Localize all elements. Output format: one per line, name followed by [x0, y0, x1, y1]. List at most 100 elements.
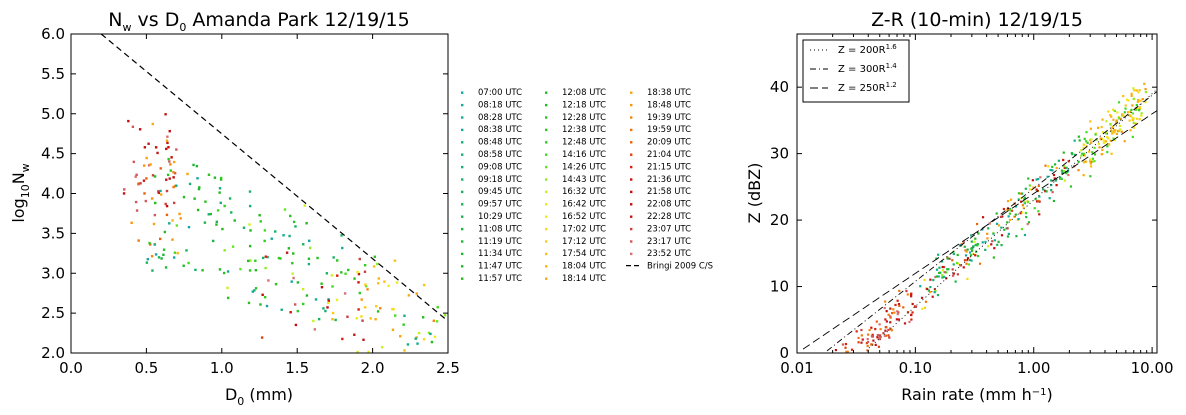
data-point [320, 282, 323, 285]
data-point [911, 311, 914, 314]
data-point [145, 261, 149, 264]
data-point [248, 204, 252, 208]
data-point [884, 329, 887, 332]
data-point [353, 333, 356, 336]
data-point [233, 219, 236, 222]
data-point [910, 295, 913, 298]
data-point [1124, 107, 1127, 110]
data-point [1034, 198, 1037, 201]
data-point [1105, 120, 1108, 123]
data-point [878, 334, 882, 337]
data-point [879, 328, 882, 331]
data-point [435, 320, 439, 323]
data-point [948, 257, 951, 260]
data-point [429, 332, 432, 336]
data-point [162, 253, 165, 257]
data-point [219, 178, 223, 181]
legend-marker [545, 103, 548, 107]
data-point [1000, 234, 1004, 237]
data-point [1077, 135, 1080, 138]
data-point [1013, 215, 1016, 218]
data-point [1009, 198, 1013, 201]
data-point [1090, 160, 1093, 163]
data-point [942, 275, 946, 278]
data-point [226, 296, 230, 300]
data-point [1119, 117, 1122, 121]
data-point [1046, 175, 1049, 178]
y-tick-label: 2.5 [41, 304, 65, 322]
data-point [987, 227, 990, 230]
data-point [195, 164, 199, 168]
data-point [157, 190, 160, 193]
data-point [326, 306, 329, 309]
data-point [267, 279, 270, 282]
data-point [131, 125, 135, 128]
data-point [1065, 172, 1068, 175]
legend-marker [630, 103, 633, 107]
zr-reference-line [826, 91, 1158, 352]
data-point [374, 318, 377, 321]
data-point [145, 156, 148, 160]
data-point [264, 266, 267, 270]
data-point [1117, 101, 1121, 104]
data-point [383, 280, 386, 283]
data-point [1135, 89, 1138, 92]
data-point [990, 243, 993, 246]
y-tick-label: 40 [770, 78, 789, 96]
data-point [938, 271, 941, 275]
data-point [226, 270, 230, 273]
data-point [928, 291, 932, 294]
data-point [1006, 235, 1010, 238]
data-point [341, 246, 344, 250]
data-point [1069, 185, 1073, 188]
data-point [1086, 141, 1089, 144]
data-point [292, 252, 295, 255]
legend-label: 12:18 UTC [562, 100, 606, 110]
data-point [142, 179, 146, 182]
data-point [331, 285, 334, 288]
data-point [336, 274, 339, 277]
data-point [168, 222, 171, 225]
legend-label: 16:32 UTC [562, 187, 606, 197]
data-point [266, 255, 269, 259]
legend-label: 17:54 UTC [562, 249, 606, 259]
data-point [885, 310, 888, 313]
data-point [973, 240, 976, 243]
data-point [263, 295, 267, 299]
legend-label: 22:28 UTC [647, 212, 691, 222]
data-point [970, 247, 974, 250]
data-point [1126, 111, 1130, 114]
data-point [196, 208, 200, 212]
data-point [1101, 131, 1105, 134]
data-point [1077, 160, 1080, 163]
data-point [997, 240, 1000, 243]
data-point [163, 230, 167, 234]
data-point [1133, 89, 1136, 92]
data-point [1008, 209, 1012, 212]
data-point [1085, 131, 1088, 134]
legend-label: 07:00 UTC [478, 88, 522, 98]
data-point [977, 232, 980, 235]
legend-label: 14:26 UTC [562, 162, 606, 172]
data-point [860, 341, 863, 344]
data-point [1044, 164, 1047, 167]
data-point [1136, 107, 1139, 111]
data-point [355, 317, 359, 320]
data-point [391, 328, 395, 332]
data-point [146, 257, 149, 261]
legend-marker [545, 203, 548, 206]
data-point [357, 281, 360, 284]
data-point [1109, 114, 1112, 117]
data-point [845, 350, 848, 353]
data-point [156, 151, 159, 155]
legend-marker [545, 252, 548, 256]
data-point [1037, 177, 1040, 181]
data-point [943, 271, 946, 274]
left-y-axis-label: log10Nw [9, 163, 32, 222]
data-point [850, 348, 854, 351]
data-point [360, 315, 363, 318]
data-point [921, 307, 924, 310]
data-point [1021, 204, 1024, 207]
data-point [292, 276, 295, 280]
data-point [159, 167, 162, 170]
